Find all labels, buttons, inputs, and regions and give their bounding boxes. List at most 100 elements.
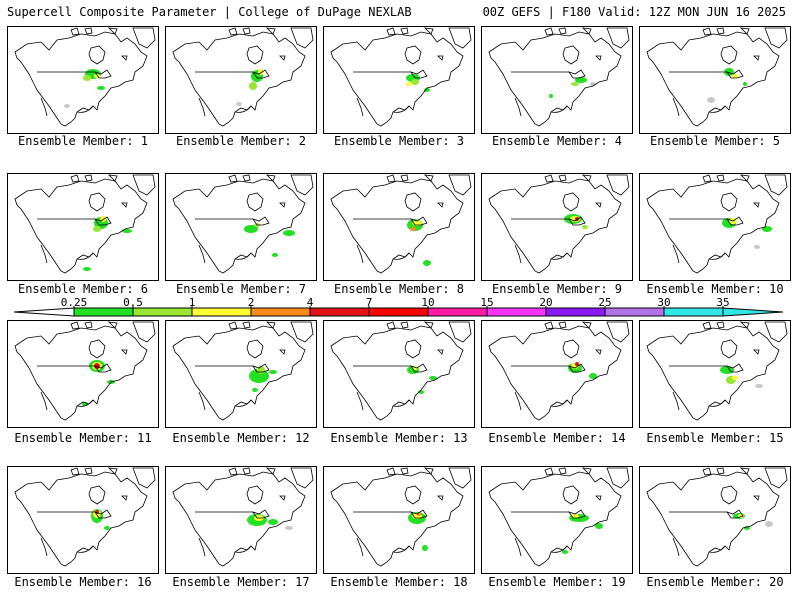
greenland-outline [606,321,630,343]
scp-field-area [283,230,295,236]
colorbar-tick-label: 7 [365,296,373,309]
member-map-5 [639,26,791,134]
scp-field-area [272,253,278,257]
greenland-outline [606,27,630,49]
coastline [330,471,464,567]
scp-field-area [83,75,91,81]
hudson-bay-outline [404,45,422,65]
baja-outline [356,391,364,411]
member-map-3 [323,26,475,134]
hudson-bay-outline [720,192,738,212]
greenland-outline [132,174,156,196]
scp-field-area [236,102,242,106]
island-outline [242,174,251,182]
scp-field-area [582,225,588,229]
scp-field-area [244,225,258,233]
colorbar-left-arrow [13,307,75,317]
gulf-coast-outline [392,545,410,553]
island-outline [265,174,276,182]
island-outline [753,55,760,61]
coastline [330,31,464,127]
greenland-outline [764,467,788,489]
island-outline [265,467,276,475]
greenland-outline [290,467,314,489]
scp-field-area [562,550,568,554]
island-outline [107,27,118,35]
island-outline [228,27,238,36]
island-outline [107,321,118,329]
great-lakes-outline [94,363,112,373]
baja-outline [40,244,48,264]
scp-field-area [732,74,738,78]
scp-field-area [575,77,587,83]
gulf-coast-outline [76,545,94,553]
colorbar-tick-label: 4 [306,296,314,309]
island-outline [242,27,251,35]
greenland-outline [448,27,472,49]
colorbar-tick-label: 2 [247,296,255,309]
island-outline [437,495,444,501]
hudson-bay-outline [88,339,106,359]
member-map-15 [639,320,791,428]
gulf-coast-outline [708,545,726,553]
hudson-bay-outline [562,485,580,505]
colorbar-tick-label: 0.25 [60,296,88,309]
scp-field-area [83,267,91,271]
gulf-coast-outline [550,545,568,553]
scp-field-area [252,388,258,392]
member-caption: Ensemble Member: 8 [333,282,465,296]
island-outline [265,321,276,329]
gulf-coast-outline [76,399,94,407]
baja-outline [514,244,522,264]
great-lakes-outline [726,69,744,79]
island-outline [544,174,554,183]
great-lakes-outline [568,363,586,373]
great-lakes-outline [726,363,744,373]
great-lakes-outline [568,69,586,79]
scp-field-area [411,79,419,85]
hudson-bay-outline [404,192,422,212]
colorbar-tick-label: 15 [480,296,494,309]
baja-outline [198,244,206,264]
baja-outline [40,537,48,557]
scp-field-area [406,82,412,86]
colorbar-segment [545,307,606,317]
scp-field-area [249,82,257,90]
hudson-bay-outline [562,45,580,65]
hudson-bay-outline [404,339,422,359]
greenland-outline [606,174,630,196]
colorbar-segment [191,307,252,317]
great-lakes-outline [252,363,270,373]
scp-field-area [269,370,277,374]
island-outline [400,467,409,475]
coastline [646,471,780,567]
member-caption: Ensemble Member: 15 [646,431,784,445]
island-outline [437,349,444,355]
member-caption: Ensemble Member: 3 [333,134,465,148]
product-title: Supercell Composite Parameter | College … [7,5,412,19]
baja-outline [672,244,680,264]
scp-field-area [571,82,579,86]
island-outline [558,27,567,35]
colorbar-tick-label: 20 [539,296,553,309]
gulf-coast-outline [550,399,568,407]
island-outline [107,174,118,182]
island-outline [702,467,712,476]
greenland-outline [290,321,314,343]
hudson-bay-outline [88,485,106,505]
coastline [172,325,306,421]
island-outline [437,202,444,208]
island-outline [739,27,750,35]
island-outline [84,27,93,35]
great-lakes-outline [410,69,428,79]
coastline [14,178,148,274]
hudson-bay-outline [88,192,106,212]
hudson-bay-outline [720,45,738,65]
colorbar-tick-label: 35 [716,296,730,309]
scp-field-area [423,260,431,266]
member-caption: Ensemble Member: 20 [646,575,784,589]
baja-outline [198,391,206,411]
baja-outline [356,244,364,264]
coastline [14,31,148,127]
colorbar-segment [663,307,724,317]
